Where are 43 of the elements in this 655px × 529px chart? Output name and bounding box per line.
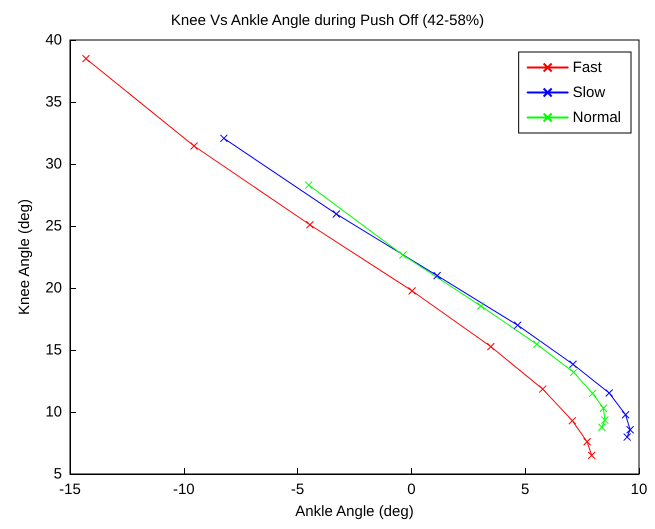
y-tick-label: 30 — [45, 156, 62, 172]
point — [532, 340, 541, 348]
point — [190, 142, 198, 150]
y-tick-label: 10 — [45, 404, 62, 420]
legend-label: Fast — [572, 59, 603, 76]
x-tick-label: 5 — [521, 481, 530, 498]
y-tick-label: 25 — [45, 218, 62, 234]
point — [306, 220, 314, 229]
x-tick-label: -10 — [172, 481, 195, 498]
y-tick-label: 20 — [45, 280, 62, 296]
point — [332, 210, 340, 218]
chart-title: Knee Vs Ankle Angle during Push Off (42-58%) — [170, 12, 484, 29]
point — [82, 54, 90, 63]
point — [599, 404, 608, 412]
point — [605, 389, 614, 398]
point — [304, 181, 313, 190]
y-tick-label: 15 — [45, 342, 62, 358]
y-tick-label: 5 — [54, 466, 62, 482]
point — [486, 342, 495, 351]
y-tick-label: 40 — [45, 32, 62, 48]
x-tick-label: 0 — [407, 481, 416, 498]
point — [514, 321, 522, 330]
point — [476, 302, 485, 310]
point — [568, 360, 577, 368]
x-tick-label: -5 — [290, 481, 304, 498]
legend-label: Slow — [572, 84, 606, 101]
point — [220, 134, 228, 142]
y-tick-label: 35 — [45, 94, 62, 110]
point — [588, 451, 596, 460]
point — [408, 286, 416, 295]
point — [570, 368, 578, 376]
point — [433, 272, 442, 280]
x-axis-title: Ankle Angle (deg) — [295, 503, 414, 520]
point — [583, 438, 592, 446]
point — [538, 385, 547, 394]
point — [568, 416, 576, 425]
point — [622, 410, 630, 419]
point — [588, 389, 597, 398]
x-tick-label: -15 — [59, 481, 81, 498]
y-axis-title: Knee Angle (deg) — [16, 199, 33, 315]
legend-label: Normal — [572, 109, 622, 126]
point — [398, 251, 407, 260]
x-tick-label: 10 — [630, 481, 648, 498]
